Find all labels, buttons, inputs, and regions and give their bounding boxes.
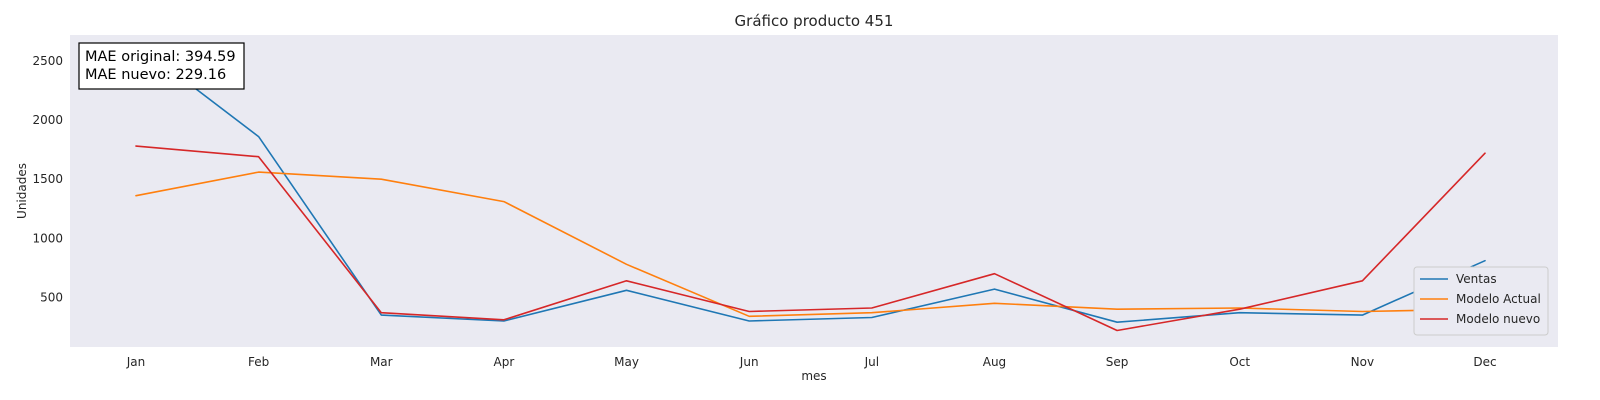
x-tick-nov: Nov [1351,355,1374,369]
legend-label-modelo-nuevo: Modelo nuevo [1456,312,1540,326]
chart-title: Gráfico producto 451 [735,12,894,30]
x-axis-label: mes [801,369,826,383]
mae-original-text: MAE original: 394.59 [85,49,236,65]
legend-label-ventas: Ventas [1456,272,1497,286]
plot-area [70,35,1558,347]
x-tick-jul: Jul [864,355,879,369]
y-tick-1500: 1500 [32,172,63,186]
x-tick-apr: Apr [494,355,515,369]
y-tick-1000: 1000 [32,231,63,245]
series-line-modelo-nuevo [135,145,1486,332]
x-tick-oct: Oct [1229,355,1250,369]
series-line-modelo-actual [135,171,1486,318]
x-tick-labels: Jan Feb Mar Apr May Jun Jul Aug Sep Oct Nov Dec [126,355,1497,369]
x-tick-mar: Mar [370,355,393,369]
y-axis-label: Unidades [15,163,29,219]
x-tick-jun: Jun [739,355,759,369]
series-layer [135,42,1486,332]
mae-annotation-box: MAE original: 394.59 MAE nuevo: 229.16 [78,42,245,90]
y-tick-2000: 2000 [32,113,63,127]
x-tick-aug: Aug [983,355,1006,369]
x-tick-may: May [614,355,639,369]
x-tick-sep: Sep [1106,355,1129,369]
legend-label-modelo-actual: Modelo Actual [1456,292,1541,306]
y-tick-500: 500 [40,290,63,304]
mae-nuevo-text: MAE nuevo: 229.16 [85,67,226,83]
y-tick-labels: 500 1000 1500 2000 2500 [32,54,63,304]
x-tick-feb: Feb [248,355,269,369]
x-tick-dec: Dec [1473,355,1496,369]
y-tick-2500: 2500 [32,54,63,68]
x-tick-jan: Jan [126,355,146,369]
series-line-ventas [135,42,1486,324]
legend: Ventas Modelo Actual Modelo nuevo [1413,266,1549,336]
legend-frame [1413,266,1549,336]
